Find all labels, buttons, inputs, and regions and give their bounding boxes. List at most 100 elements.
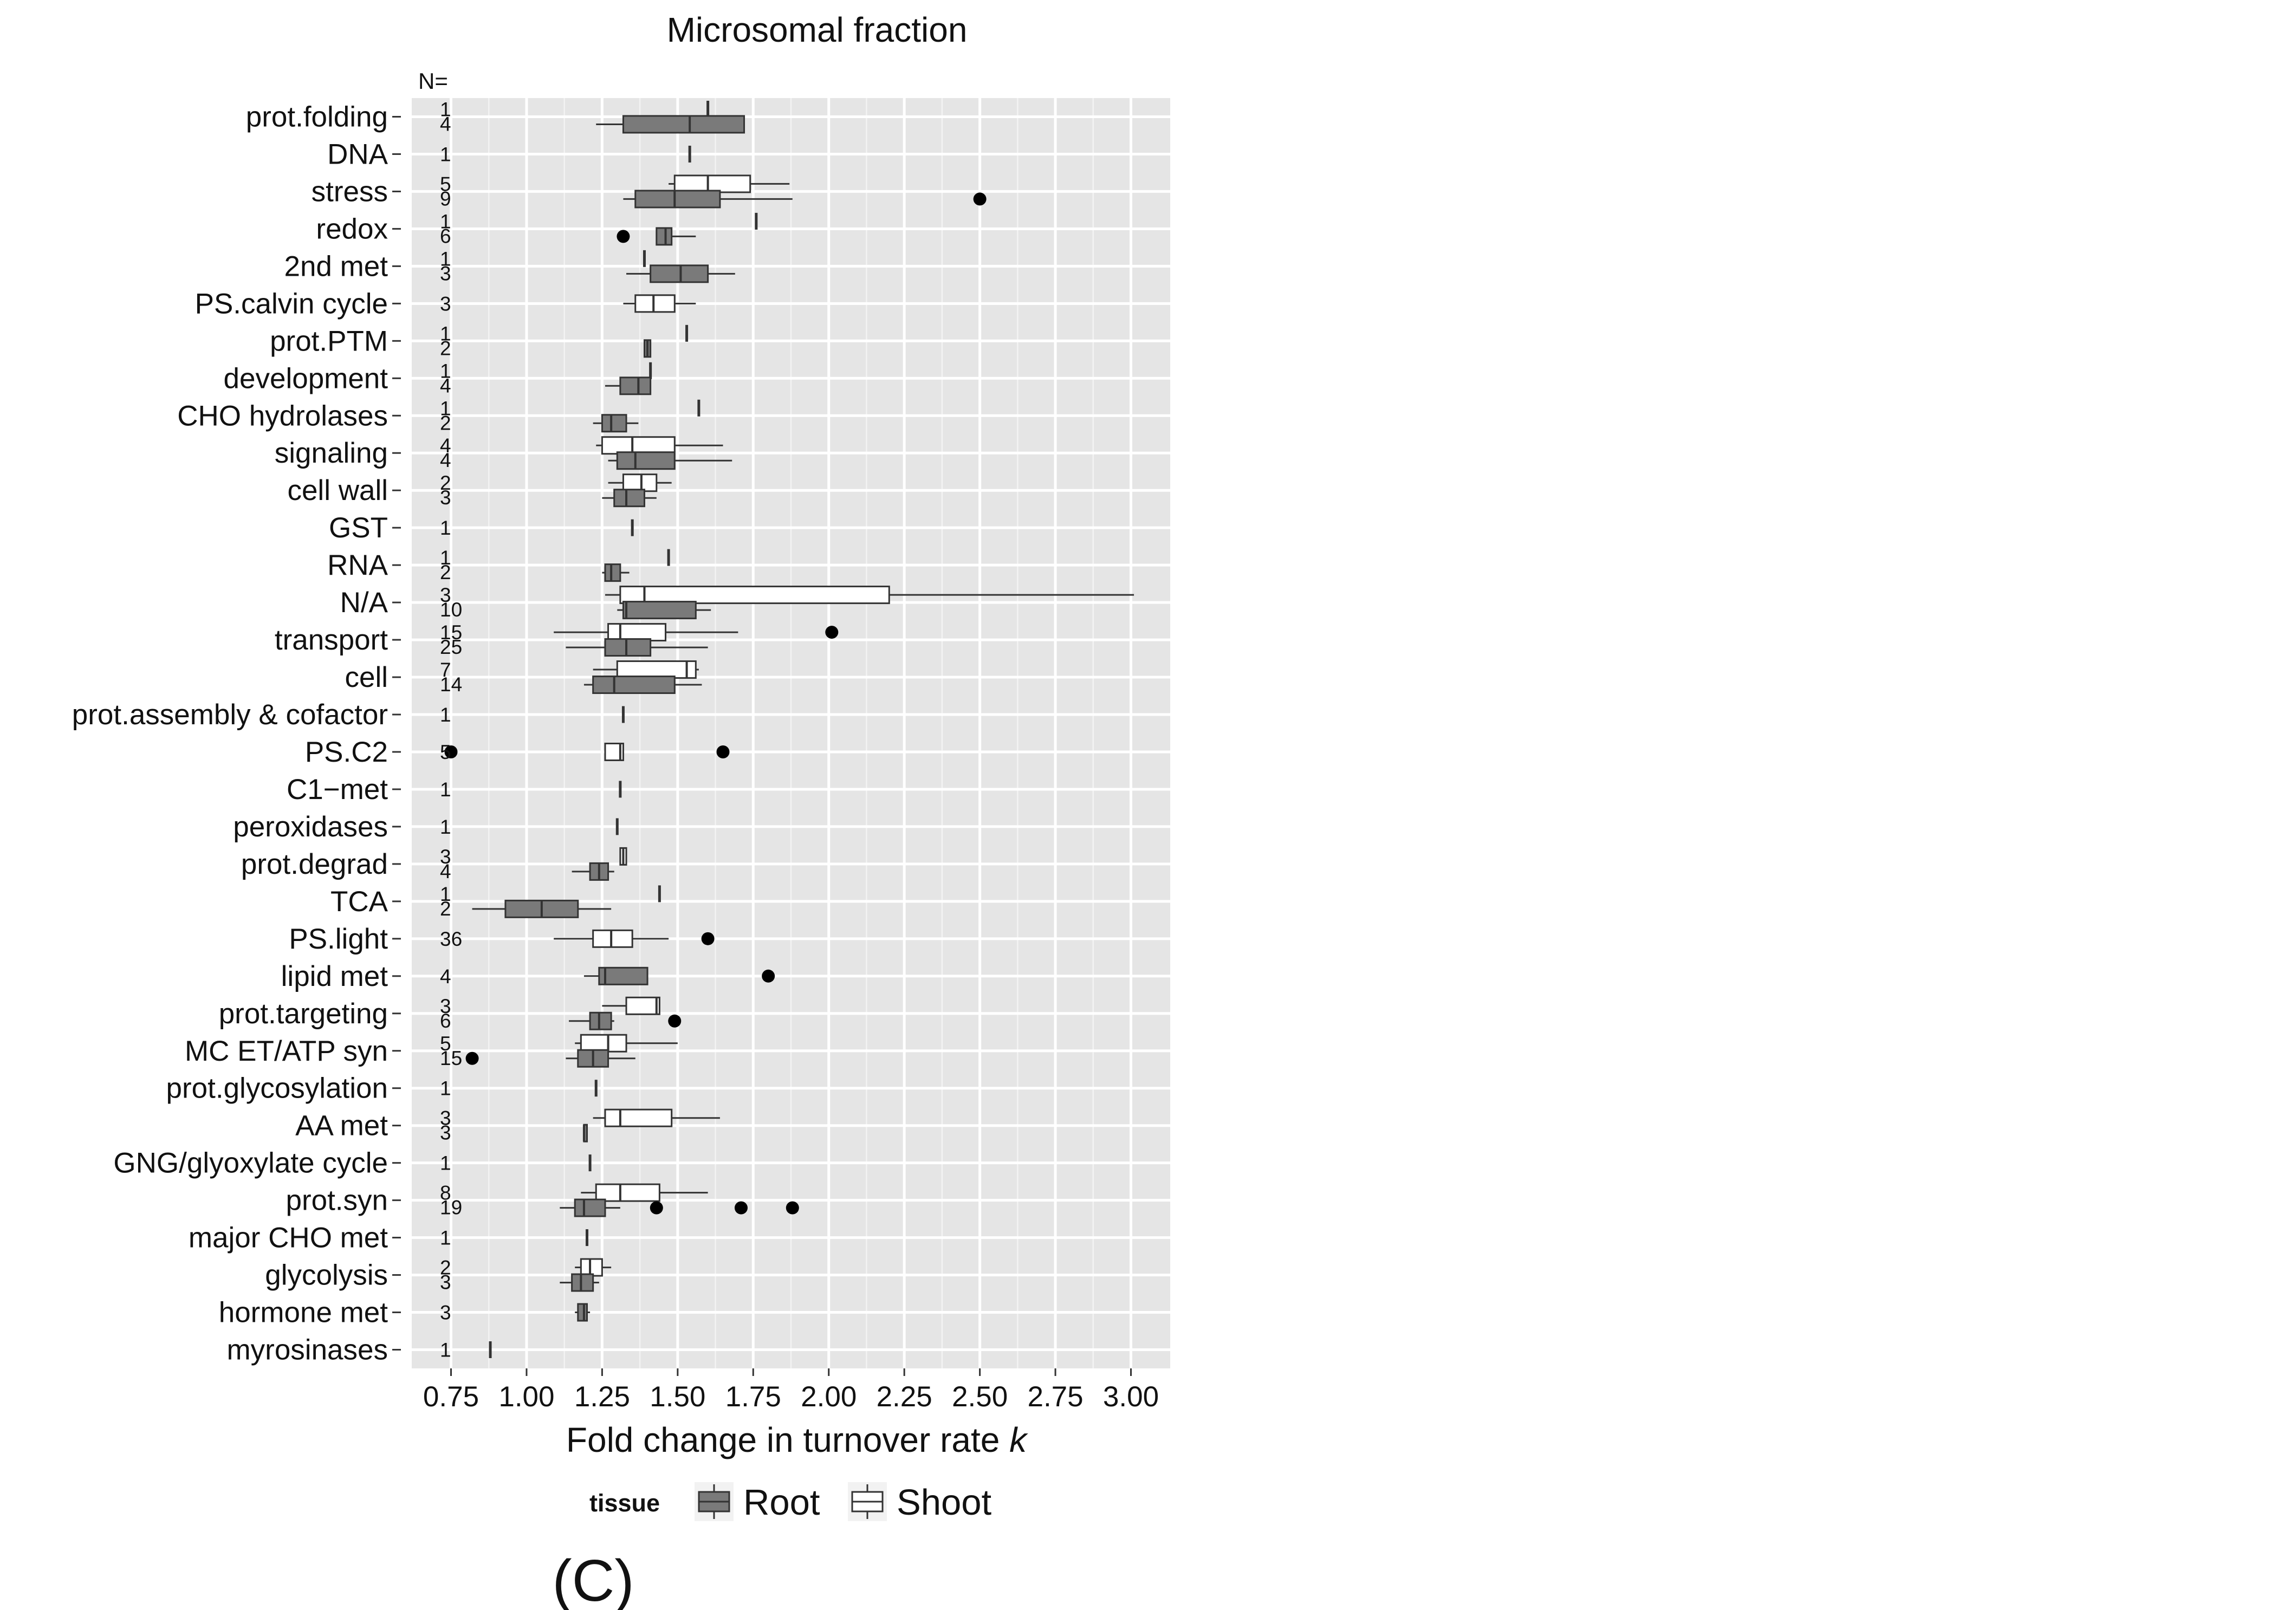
legend-key-shoot: Shoot [848,1482,991,1523]
x-tick-label: 2.50 [952,1381,1008,1413]
n-count-label: 4 [440,449,451,471]
category-label-n-a: N/A [340,587,388,619]
n-count-label: 6 [440,225,451,247]
box-rna-root [602,563,630,582]
panel-label: (C) [552,1548,634,1610]
box-aa-met-shoot [593,1108,720,1127]
legend-label-shoot: Shoot [897,1482,991,1523]
category-label-cell-wall: cell wall [287,475,388,507]
category-label-hormone-met: hormone met [219,1297,388,1329]
box-iqr [574,1198,606,1217]
legend-label-root: Root [743,1482,820,1523]
box-hormone-met-root [575,1303,591,1322]
n-count-label: 15 [440,621,462,644]
x-axis: 0.75 1.00 1.25 1.50 1.75 2.00 2.25 2.50 2.75 3.00 [423,1368,1159,1413]
n-count-label: 2 [440,1257,451,1279]
n-count-label: 1 [440,1339,451,1361]
category-label-prot-degrad: prot.degrad [241,848,388,880]
n-count-label: 4 [440,374,451,397]
n-count-label: 25 [440,636,462,658]
category-label-cell: cell [345,661,388,693]
category-label-rna: RNA [327,549,388,581]
n-count-label: 3 [440,1271,451,1294]
n-count-label: 3 [440,1302,451,1324]
category-label-dna: DNA [327,138,388,170]
box-iqr [601,414,627,433]
box-iqr [598,966,648,985]
box-iqr [673,174,751,193]
box-prot-targeting-shoot [602,996,660,1015]
category-label-prot-assembly-cofactor: prot.assembly & cofactor [72,699,388,731]
n-count-label: 1 [440,98,451,120]
box-cell-root [583,676,702,694]
x-tick-label: 2.25 [877,1381,932,1413]
category-label-2nd-met: 2nd met [284,250,388,282]
n-count-label: 1 [440,883,451,905]
category-label-development: development [224,362,388,394]
n-count-label: 7 [440,659,451,681]
n-count-label: 1 [440,360,451,382]
n-count-label: 1 [440,1152,451,1174]
box-iqr [616,660,697,679]
outlier-point [701,932,715,945]
box-ps-light-shoot [554,929,715,948]
category-label-c1-met: C1−met [287,774,388,806]
x-tick-label: 0.75 [423,1381,479,1413]
box-iqr [589,1011,612,1030]
box-cell-wall-shoot [608,473,672,492]
grid-lines [412,98,1170,1368]
n-count-label: 36 [440,928,462,950]
n-count-label: 4 [440,860,451,882]
category-label-signaling: signaling [275,437,388,469]
box-development-root [605,376,652,395]
category-label-ps-calvin-cycle: PS.calvin cycle [195,288,388,320]
n-count-label: 3 [440,1122,451,1144]
n-count-label: 4 [440,434,451,457]
box-marks [444,100,1134,1359]
n-count-label: 2 [440,561,451,583]
n-count-label: 3 [440,846,451,868]
x-axis-title: Fold change in turnover rate k [566,1420,1028,1459]
n-count-label: 3 [440,262,451,284]
category-label-transport: transport [275,624,388,656]
category-label-stress: stress [312,176,388,207]
box-iqr [650,264,709,283]
box-iqr [625,996,660,1015]
category-label-glycolysis: glycolysis [265,1260,388,1291]
box-n-a-shoot [605,586,1134,605]
box-iqr [634,190,721,209]
legend-key-root: Root [695,1482,820,1523]
category-label-prot-targeting: prot.targeting [219,998,388,1030]
category-label-myrosinases: myrosinases [227,1334,388,1366]
legend: tissue Root Shoot [589,1482,991,1523]
chart-title: Microsomal fraction [667,10,968,49]
box-prot-degrad-shoot [619,847,627,866]
outlier-point [444,745,458,758]
n-count-label: 1 [440,547,451,569]
n-count-label: 1 [440,322,451,345]
n-count-label: 2 [440,412,451,434]
n-count-label: 3 [440,584,451,606]
category-label-tca: TCA [330,886,388,918]
box-stress-root [623,190,987,209]
category-label-ps-c2: PS.C2 [305,736,388,768]
outlier-point [617,230,630,243]
x-tick-label: 1.25 [574,1381,630,1413]
n-count-label: 9 [440,187,451,210]
outlier-point [825,626,839,639]
category-label-peroxidases: peroxidases [233,811,388,843]
box-signaling-shoot [596,436,723,455]
n-count-label: 1 [440,397,451,419]
outlier-point [465,1051,479,1065]
box-cell-shoot [593,660,699,679]
outlier-point [668,1014,682,1028]
n-count-header: N= [418,68,448,94]
n-count-label: 1 [440,1227,451,1249]
x-tick-label: 1.50 [650,1381,705,1413]
n-count-label: 1 [440,143,451,165]
n-count-label: 5 [440,741,451,763]
box-ps-c2-shoot [444,742,730,761]
category-label-prot-ptm: prot.PTM [270,325,388,357]
outlier-point [973,192,987,206]
